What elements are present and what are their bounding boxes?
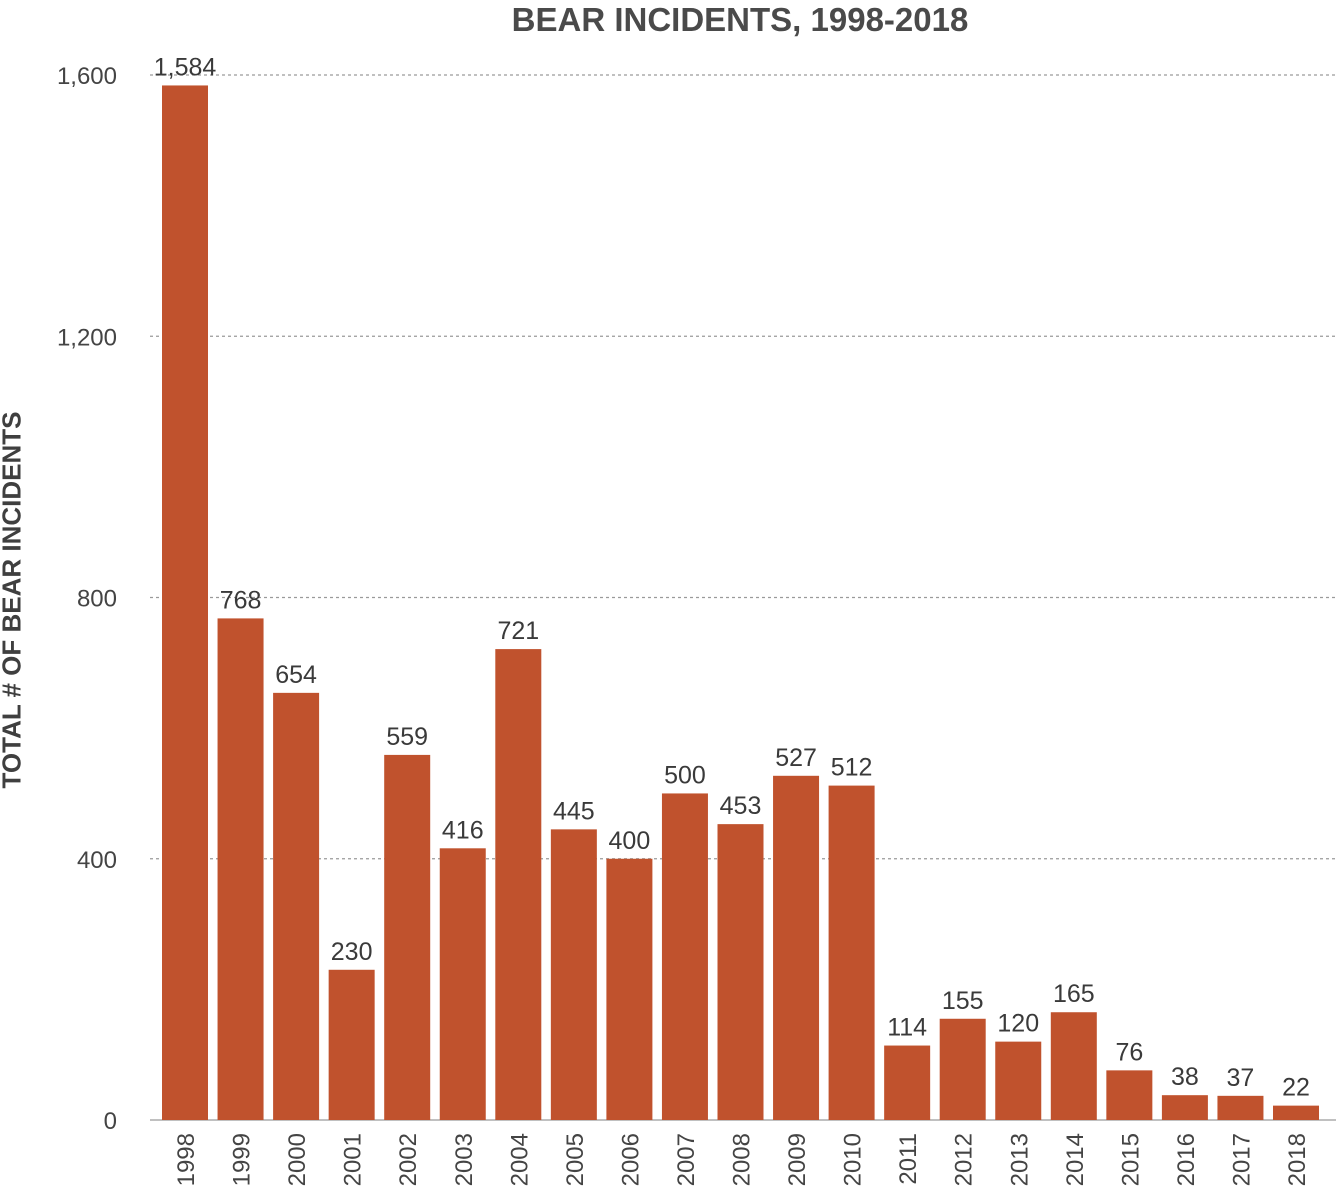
x-axis-ticks: 1998 1999 2000 2001 2002 2003 2004 2005 2006 2007…	[173, 1133, 1311, 1186]
y-axis-ticks: 0 400 800 1,200 1,600	[57, 63, 117, 1135]
data-label: 500	[664, 761, 706, 789]
data-label: 230	[331, 938, 373, 966]
x-tick-label: 2004	[506, 1133, 533, 1186]
bar	[884, 1045, 931, 1120]
data-label: 22	[1282, 1074, 1310, 1102]
data-label: 768	[220, 586, 262, 614]
data-label: 165	[1053, 980, 1095, 1008]
x-tick-label: 2015	[1117, 1133, 1144, 1186]
bars	[162, 85, 1319, 1121]
data-label: 400	[609, 827, 651, 855]
bar	[828, 785, 875, 1120]
data-label: 114	[887, 1014, 927, 1042]
data-label: 416	[442, 816, 484, 844]
bar	[1106, 1070, 1153, 1120]
x-tick-label: 2010	[840, 1133, 867, 1186]
x-tick-label: 2014	[1062, 1133, 1089, 1186]
x-tick-label: 2007	[673, 1133, 700, 1186]
bar	[995, 1041, 1042, 1120]
x-tick-label: 1999	[229, 1133, 256, 1186]
y-tick-label: 0	[104, 1108, 117, 1135]
data-label: 453	[720, 792, 762, 820]
x-tick-label: 2013	[1006, 1133, 1033, 1186]
bar	[550, 829, 597, 1120]
bar	[1273, 1105, 1319, 1120]
data-label: 38	[1171, 1063, 1199, 1091]
bar	[384, 754, 431, 1120]
y-tick-label: 1,600	[57, 63, 117, 90]
bar	[773, 775, 820, 1120]
bar	[273, 692, 320, 1120]
bar	[606, 858, 653, 1120]
bar	[661, 793, 708, 1120]
x-tick-label: 2001	[340, 1133, 367, 1186]
data-label: 654	[275, 661, 317, 689]
data-label: 1,584	[154, 53, 217, 81]
x-tick-label: 2011	[895, 1133, 922, 1185]
bar	[717, 824, 764, 1120]
data-label: 155	[942, 987, 984, 1015]
bar	[217, 618, 264, 1120]
x-tick-label: 1998	[173, 1133, 200, 1186]
x-tick-label: 2017	[1228, 1133, 1255, 1186]
x-tick-label: 2003	[451, 1133, 478, 1186]
data-label: 721	[497, 617, 539, 645]
chart-title: BEAR INCIDENTS, 1998-2018	[511, 1, 969, 38]
x-tick-label: 2008	[729, 1133, 756, 1186]
y-tick-label: 800	[77, 586, 117, 613]
data-label: 76	[1115, 1038, 1143, 1066]
x-tick-label: 2005	[562, 1133, 589, 1186]
bar	[162, 85, 208, 1121]
data-label: 512	[831, 754, 873, 782]
bar	[1217, 1095, 1264, 1120]
bar	[1161, 1095, 1208, 1120]
bar	[1050, 1012, 1097, 1120]
x-tick-label: 2006	[617, 1133, 644, 1186]
x-tick-label: 2000	[284, 1133, 311, 1186]
data-label: 120	[997, 1010, 1039, 1038]
value-labels: 1,584 768 654 230 559 416 721 445 400 500 453 527 51…	[154, 53, 1310, 1101]
x-tick-label: 2012	[951, 1133, 978, 1186]
x-tick-label: 2009	[784, 1133, 811, 1186]
data-label: 445	[553, 797, 595, 825]
data-label: 37	[1227, 1064, 1255, 1092]
bar	[495, 649, 542, 1120]
data-label: 527	[775, 744, 817, 772]
x-tick-label: 2016	[1173, 1133, 1200, 1186]
y-tick-label: 1,200	[57, 324, 117, 351]
bar	[939, 1018, 986, 1120]
bar	[439, 848, 486, 1120]
data-label: 559	[386, 723, 428, 751]
bar	[328, 969, 375, 1120]
y-tick-label: 400	[77, 847, 117, 874]
x-tick-label: 2002	[395, 1133, 422, 1186]
x-tick-label: 2018	[1284, 1133, 1311, 1186]
